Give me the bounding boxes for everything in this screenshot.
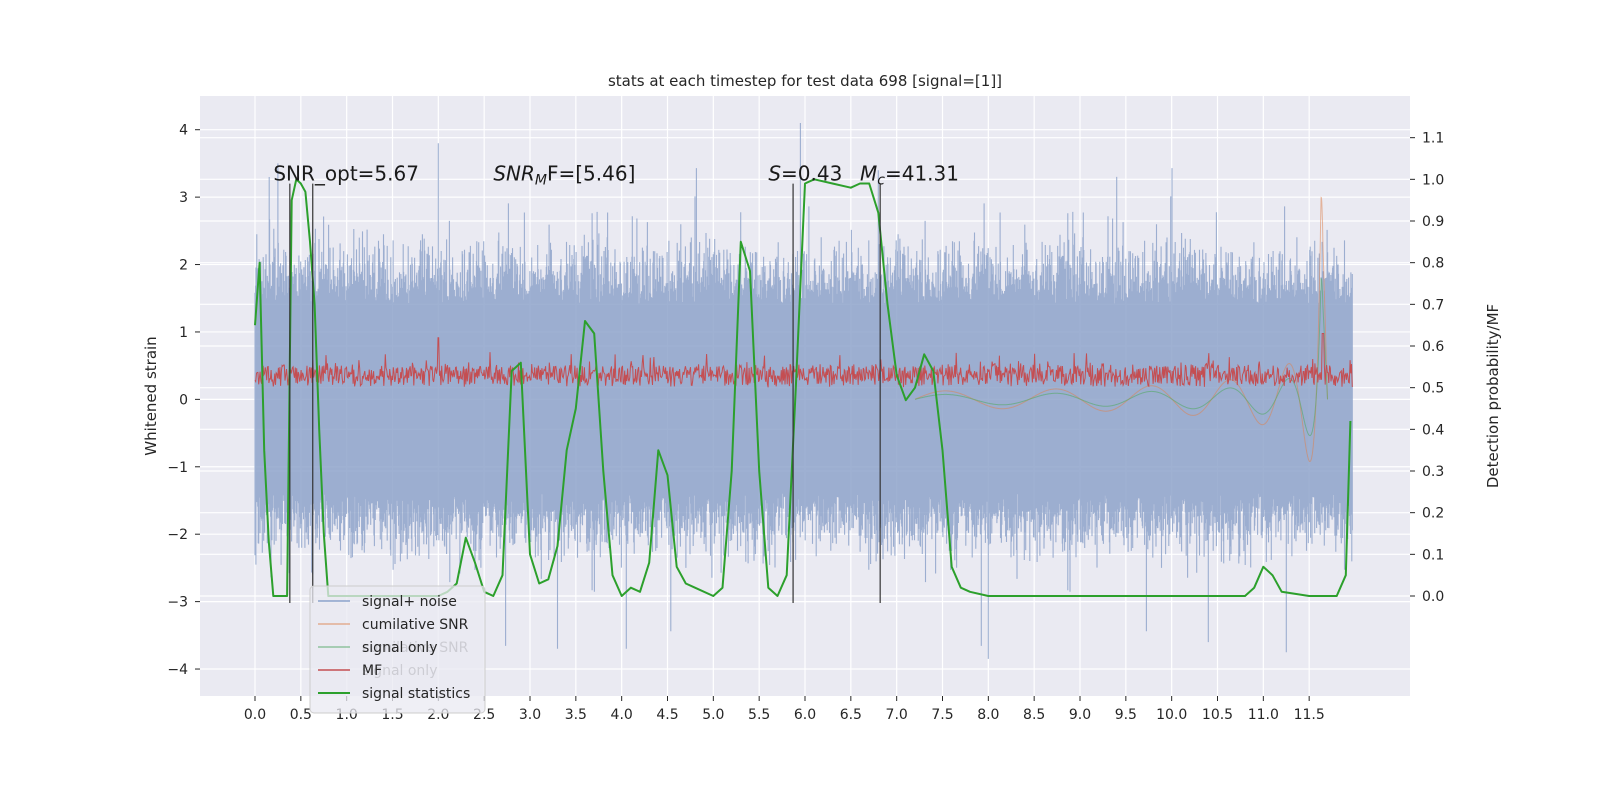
x-tick-label: 4.5	[656, 707, 678, 723]
legend-label: signal only	[362, 640, 437, 656]
y-tick-label: −1	[167, 460, 188, 476]
series-cumulative-snr	[914, 196, 1328, 462]
annotation-suffix: =41.31	[885, 161, 959, 185]
x-tick-label: 8.5	[1023, 707, 1045, 723]
y-tick-label: 2	[179, 258, 188, 274]
series-signal-only	[915, 277, 1328, 437]
y2-tick-label: 0.9	[1422, 214, 1444, 230]
series-signal-statistics	[254, 178, 1352, 597]
x-tick-label: 0.0	[244, 707, 266, 723]
x-tick-label: 5.0	[702, 707, 724, 723]
x-tick-label: 5.5	[748, 707, 770, 723]
x-tick-label: 10.5	[1202, 707, 1233, 723]
annotation-main: SNR	[493, 161, 535, 185]
y2-tick-label: 0.1	[1422, 547, 1444, 563]
x-tick-label: 6.5	[840, 707, 862, 723]
annotation: SNRMF=[5.46]	[493, 161, 635, 188]
x-tick-label: 3.5	[565, 707, 587, 723]
y-tick-label: −2	[167, 527, 188, 543]
x-tick-label: 0.5	[290, 707, 312, 723]
annotation-suffix: F=[5.46]	[547, 161, 635, 185]
y2-tick-label: 0.6	[1422, 339, 1444, 355]
series-layer	[254, 123, 1353, 659]
chart-title: stats at each timestep for test data 698…	[608, 72, 1002, 90]
x-tick-label: 11.0	[1248, 707, 1279, 723]
y2-tick-label: 0.8	[1422, 256, 1444, 272]
annotation: SNR_opt=5.67	[273, 161, 419, 185]
axes: 0.0 0.5 1.0 1.5 2.0 2.5 3.0 3.5 4.0 4.5 5.0 5.5 6.0 6…	[167, 123, 1444, 723]
x-tick-label: 7.5	[931, 707, 953, 723]
annotation: Mc=41.31	[860, 161, 959, 188]
series-mf	[254, 333, 1353, 388]
y-tick-label: 4	[179, 123, 188, 139]
x-tick-label: 10.0	[1156, 707, 1187, 723]
x-tick-label: 9.5	[1115, 707, 1137, 723]
y2-tick-label: 1.1	[1422, 131, 1444, 147]
y-axis-label: Whitened strain	[142, 336, 160, 455]
y2-tick-label: 1.0	[1422, 172, 1444, 188]
x-tick-label: 6.0	[794, 707, 816, 723]
annotation-sub: M	[535, 172, 547, 188]
vertical-markers	[289, 183, 881, 603]
annotation-sub: c	[877, 172, 885, 188]
legend-label: signal statistics	[362, 686, 470, 702]
y2-tick-label: 0.5	[1422, 381, 1444, 397]
annotation-main: S	[768, 161, 781, 185]
x-tick-label: 7.0	[886, 707, 908, 723]
x-tick-label: 11.5	[1294, 707, 1325, 723]
y-tick-label: 1	[179, 325, 188, 341]
y-tick-label: 0	[179, 392, 188, 408]
y2-axis-label: Detection probability/MF	[1484, 304, 1502, 488]
annotation-main: SNR_opt=5.67	[273, 161, 419, 185]
y-tick-label: −4	[167, 662, 188, 678]
y2-tick-label: 0.4	[1422, 422, 1444, 438]
x-tick-label: 8.0	[977, 707, 999, 723]
annotations: SNR_opt=5.67 SNRMF=[5.46] S=0.43 Mc=41.31	[273, 161, 959, 188]
y-tick-label: 3	[179, 190, 188, 206]
x-tick-label: 9.0	[1069, 707, 1091, 723]
y2-tick-label: 0.3	[1422, 464, 1444, 480]
annotation: S=0.43	[768, 161, 842, 185]
y2-tick-label: 0.0	[1422, 589, 1444, 605]
annotation-suffix: =0.43	[781, 161, 842, 185]
y-tick-label: −3	[167, 595, 188, 611]
y2-tick-label: 0.2	[1422, 506, 1444, 522]
x-tick-label: 4.0	[611, 707, 633, 723]
x-tick-label: 3.0	[519, 707, 541, 723]
legend-label: MF	[362, 663, 382, 679]
legend-box	[309, 585, 486, 714]
y2-tick-label: 0.7	[1422, 297, 1444, 313]
annotation-main: M	[860, 161, 877, 185]
legend-label: signal+ noise	[362, 594, 457, 610]
series-signal-noise	[254, 123, 1353, 659]
legend-label: cumilative SNR	[362, 617, 469, 633]
